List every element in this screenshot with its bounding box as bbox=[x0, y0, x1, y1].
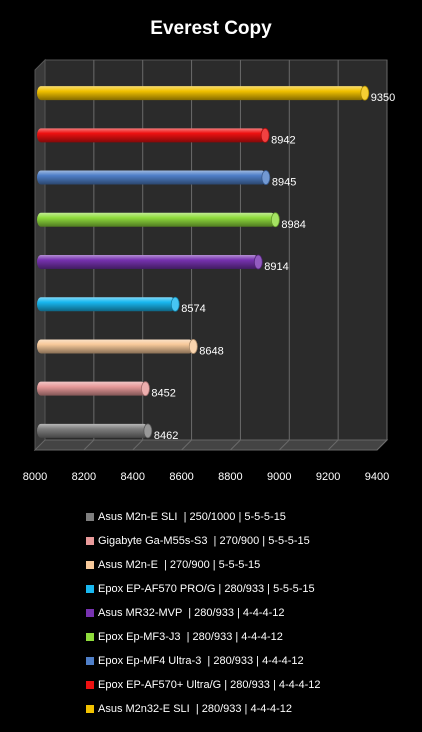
chart-title: Everest Copy bbox=[150, 18, 272, 39]
bar bbox=[37, 255, 259, 269]
data-label: 8942 bbox=[271, 134, 295, 146]
data-label: 9350 bbox=[371, 92, 395, 104]
legend-item: Gigabyte Ga-M55s-S3 | 270/900 | 5-5-5-15 bbox=[0, 530, 422, 554]
bar-end-cap bbox=[141, 381, 150, 397]
legend-item: Epox EP-AF570+ Ultra/G | 280/933 | 4-4-4… bbox=[0, 674, 422, 698]
bar bbox=[37, 128, 266, 143]
x-tick-label: 9000 bbox=[267, 471, 291, 483]
legend-item: Asus MR32-MVP | 280/933 | 4-4-4-12 bbox=[0, 602, 422, 626]
legend: Asus M2n-E SLI | 250/1000 | 5-5-5-15 Giga… bbox=[0, 506, 422, 722]
gridline bbox=[83, 439, 95, 451]
data-label: 8945 bbox=[272, 177, 296, 189]
legend-label: Epox EP-AF570 PRO/G | 280/933 | 5-5-5-15 bbox=[98, 583, 315, 595]
data-label: 8574 bbox=[181, 303, 205, 315]
x-tick-label: 8600 bbox=[169, 471, 193, 483]
bar bbox=[37, 339, 194, 354]
bar-end-cap bbox=[360, 85, 370, 101]
legend-item: Epox Ep-MF4 Ultra-3 | 280/933 | 4-4-4-12 bbox=[0, 650, 422, 674]
legend-item: Epox Ep-MF3-J3 | 280/933 | 4-4-4-12 bbox=[0, 626, 422, 650]
bar-end-cap bbox=[260, 127, 270, 143]
legend-label: Asus M2n-E SLI | 250/1000 | 5-5-5-15 bbox=[98, 511, 286, 523]
bar bbox=[37, 423, 148, 438]
x-tick-label: 8400 bbox=[120, 471, 144, 483]
data-label: 8462 bbox=[154, 430, 178, 442]
legend-label: Epox Ep-MF3-J3 | 280/933 | 4-4-4-12 bbox=[98, 631, 283, 643]
legend-item: Asus M2n-E | 270/900 | 5-5-5-15 bbox=[0, 554, 422, 578]
gridline bbox=[181, 439, 192, 451]
bar-end-cap bbox=[261, 170, 271, 185]
legend-label: Epox Ep-MF4 Ultra-3 | 280/933 | 4-4-4-12 bbox=[98, 655, 304, 667]
bar bbox=[37, 381, 146, 396]
legend-item: Asus M2n32-E SLI | 280/933 | 4-4-4-12 bbox=[0, 698, 422, 722]
data-label: 8984 bbox=[281, 219, 305, 231]
legend-item: Epox EP-AF570 PRO/G | 280/933 | 5-5-5-15 bbox=[0, 578, 422, 602]
data-label: 8452 bbox=[151, 388, 175, 400]
bar-end-cap bbox=[270, 212, 280, 228]
legend-swatch bbox=[86, 561, 94, 569]
x-axis-ticks: 8000 8200 8400 8600 8800 9000 9200 9400 bbox=[23, 471, 389, 483]
legend-label: Asus MR32-MVP | 280/933 | 4-4-4-12 bbox=[98, 607, 285, 619]
legend-swatch bbox=[86, 609, 94, 617]
bar bbox=[37, 170, 266, 185]
x-tick-label: 8200 bbox=[72, 471, 96, 483]
bar-end-cap bbox=[188, 339, 198, 354]
bar-end-cap bbox=[170, 296, 180, 312]
bar-end-cap bbox=[143, 423, 153, 439]
legend-swatch bbox=[86, 657, 94, 665]
x-tick-label: 9200 bbox=[316, 471, 340, 483]
legend-swatch bbox=[86, 585, 94, 593]
x-tick-label: 9400 bbox=[365, 471, 389, 483]
bar-end-cap bbox=[253, 254, 263, 270]
legend-swatch bbox=[86, 513, 94, 521]
gridline bbox=[376, 439, 388, 451]
gridline bbox=[230, 439, 241, 451]
bar bbox=[37, 297, 176, 312]
legend-label: Asus M2n32-E SLI | 280/933 | 4-4-4-12 bbox=[98, 703, 293, 715]
legend-swatch bbox=[86, 705, 94, 713]
legend-swatch bbox=[86, 681, 94, 689]
legend-label: Gigabyte Ga-M55s-S3 | 270/900 | 5-5-5-15 bbox=[98, 535, 310, 547]
chart-svg: Everest Copy 9350 8942 8945 8984 8914 8574 864… bbox=[23, 18, 396, 483]
data-label: 8648 bbox=[199, 345, 223, 357]
legend-item: Asus M2n-E SLI | 250/1000 | 5-5-5-15 bbox=[0, 506, 422, 530]
bar bbox=[37, 86, 365, 101]
legend-label: Epox EP-AF570+ Ultra/G | 280/933 | 4-4-4… bbox=[98, 679, 321, 691]
value-labels: 9350 8942 8945 8984 8914 8574 8648 8452 8462 bbox=[151, 92, 395, 442]
legend-swatch bbox=[86, 633, 94, 641]
legend-swatch bbox=[86, 537, 94, 545]
legend-label: Asus M2n-E | 270/900 | 5-5-5-15 bbox=[98, 559, 261, 571]
x-tick-label: 8800 bbox=[218, 471, 242, 483]
x-tick-label: 8000 bbox=[23, 471, 47, 483]
gridline bbox=[278, 439, 290, 451]
bar bbox=[37, 212, 276, 227]
gridlines bbox=[83, 60, 388, 451]
gridline bbox=[327, 439, 339, 451]
bars bbox=[37, 85, 370, 439]
data-label: 8914 bbox=[264, 261, 288, 273]
gridline bbox=[132, 439, 144, 451]
